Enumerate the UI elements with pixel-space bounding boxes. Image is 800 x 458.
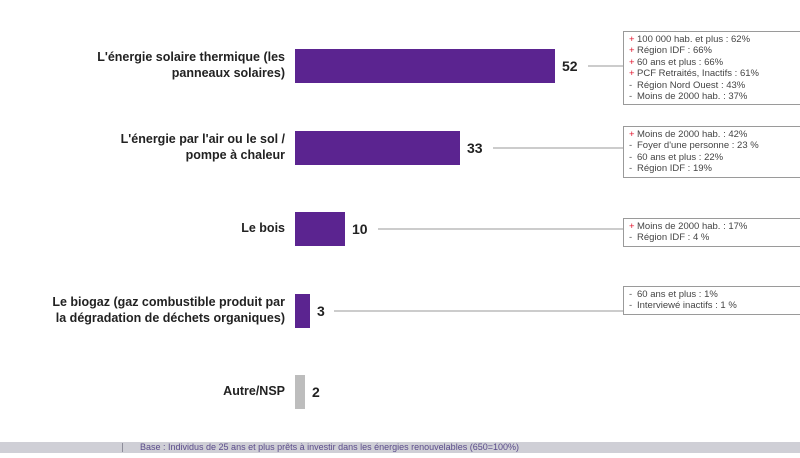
plus-marker: + [629, 129, 635, 140]
annotation-line: - Région IDF : 4 % [629, 232, 800, 243]
annotation-text: Moins de 2000 hab. : 37% [637, 91, 748, 103]
annotation-text: Foyer d'une personne : 23 % [637, 140, 759, 152]
bar-3 [295, 294, 310, 328]
minus-marker: - [629, 289, 633, 300]
minus-marker: - [629, 163, 633, 175]
plus-marker: + [629, 221, 635, 232]
annotation-text: 60 ans et plus : 66% [637, 56, 724, 68]
value-label-4: 2 [312, 384, 320, 400]
plus-marker: + [629, 56, 635, 68]
annotation-box-3: -60 ans et plus : 1% - Interviewé inactifs… [623, 286, 800, 315]
annotation-text: Moins de 2000 hab. : 17% [637, 221, 748, 232]
category-label-4: Autre/NSP [0, 383, 285, 399]
annotation-text: Région IDF : 66% [637, 45, 712, 57]
annotation-text: 60 ans et plus : 1% [637, 289, 718, 300]
category-label-line: Autre/NSP [223, 384, 285, 398]
annotation-text: Région IDF : 4 % [637, 232, 710, 244]
category-label-3: Le biogaz (gaz combustible produit par la… [0, 294, 285, 326]
minus-marker: - [629, 232, 633, 244]
annotation-line: - Région Nord Ouest : 43% [629, 80, 800, 91]
annotation-line: + PCF Retraités, Inactifs : 61% [629, 68, 800, 79]
category-label-line: L'énergie solaire thermique (les [97, 50, 285, 64]
plus-marker: + [629, 68, 635, 80]
annotation-text: PCF Retraités, Inactifs : 61% [637, 68, 759, 80]
value-label-1: 33 [467, 140, 483, 156]
footer-base-text: Base : Individus de 25 ans et plus prêts… [140, 442, 519, 452]
category-label-2: Le bois [0, 220, 285, 236]
annotation-line: -60 ans et plus : 1% [629, 289, 800, 300]
annotation-line: + Moins de 2000 hab. : 42% [629, 129, 800, 140]
annotation-box-0: +100 000 hab. et plus : 62% + Région IDF :… [623, 31, 800, 106]
minus-marker: - [629, 91, 633, 103]
value-label-0: 52 [562, 58, 578, 74]
annotation-text: Région IDF : 19% [637, 163, 712, 175]
annotation-box-1: + Moins de 2000 hab. : 42% - Foyer d'une pe… [623, 126, 800, 178]
category-label-line: L'énergie par l'air ou le sol / [120, 132, 285, 146]
category-label-1: L'énergie par l'air ou le sol / pompe à c… [0, 131, 285, 163]
annotation-line: - Région IDF : 19% [629, 163, 800, 174]
annotation-line: +60 ans et plus : 66% [629, 57, 800, 68]
category-label-line: Le bois [241, 221, 285, 235]
annotation-line: - Foyer d'une personne : 23 % [629, 140, 800, 151]
minus-marker: - [629, 79, 633, 91]
plus-marker: + [629, 45, 635, 57]
annotation-line: - Moins de 2000 hab. : 37% [629, 91, 800, 102]
minus-marker: - [629, 151, 633, 163]
annotation-line: + Région IDF : 66% [629, 45, 800, 56]
annotation-line: + Moins de 2000 hab. : 17% [629, 221, 800, 232]
footer-band [0, 442, 800, 453]
annotation-line: -60 ans et plus : 22% [629, 152, 800, 163]
plus-marker: + [629, 34, 635, 45]
bar-1 [295, 131, 460, 165]
bar-2 [295, 212, 345, 246]
annotation-box-2: + Moins de 2000 hab. : 17% - Région IDF : 4… [623, 218, 800, 247]
minus-marker: - [629, 140, 633, 152]
minus-marker: - [629, 300, 633, 312]
annotation-line: +100 000 hab. et plus : 62% [629, 34, 800, 45]
category-label-line: pompe à chaleur [185, 148, 285, 162]
value-label-2: 10 [352, 221, 368, 237]
annotation-text: 60 ans et plus : 22% [637, 151, 724, 163]
footer-separator [122, 443, 123, 452]
category-label-line: panneaux solaires) [171, 66, 285, 80]
annotation-text: Interviewé inactifs : 1 % [637, 300, 737, 312]
category-label-line: la dégradation de déchets organiques) [55, 311, 285, 325]
category-label-line: Le biogaz (gaz combustible produit par [52, 295, 285, 309]
bar-0 [295, 49, 555, 83]
value-label-3: 3 [317, 303, 325, 319]
annotation-text: Moins de 2000 hab. : 42% [637, 129, 748, 140]
bar-4 [295, 375, 305, 409]
annotation-text: Région Nord Ouest : 43% [637, 79, 746, 91]
annotation-line: - Interviewé inactifs : 1 % [629, 300, 800, 311]
category-label-0: L'énergie solaire thermique (les panneaux… [0, 49, 285, 81]
annotation-text: 100 000 hab. et plus : 62% [637, 34, 751, 45]
